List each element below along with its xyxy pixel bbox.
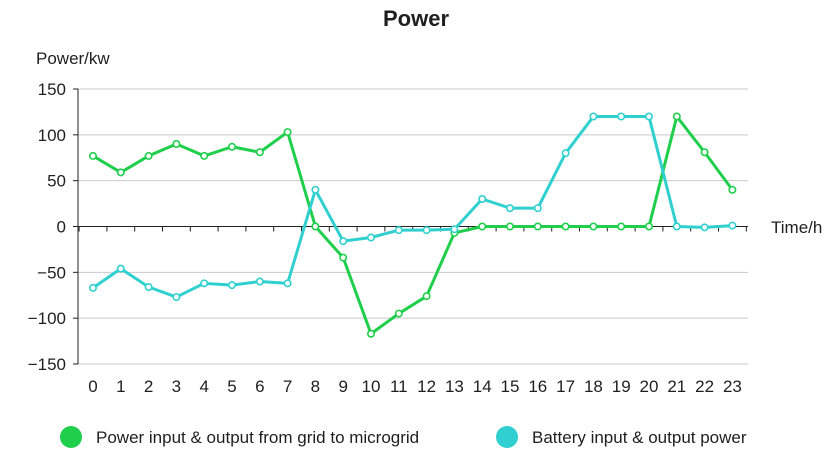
x-tick-label: 14 <box>473 377 492 396</box>
series-1-point <box>200 151 209 160</box>
series-1-point <box>561 222 570 231</box>
series-1-point <box>394 309 403 318</box>
series-2-point <box>561 149 570 158</box>
y-tick-label: 50 <box>47 172 66 191</box>
series-2-point <box>144 282 153 291</box>
legend-label-1: Power input & output from grid to microg… <box>96 428 419 447</box>
series-2-point <box>617 112 626 121</box>
x-tick-label: 3 <box>172 377 181 396</box>
x-tick-label: 4 <box>199 377 208 396</box>
series-1-point <box>617 222 626 231</box>
series-1-point <box>422 292 431 301</box>
series-1-point <box>700 148 709 157</box>
series-line-1 <box>92 115 734 336</box>
y-tick-labels: 150 100 50 0 −50 −100 −150 <box>28 80 66 374</box>
series-1-point <box>311 222 320 231</box>
series-1-point <box>89 151 98 160</box>
series-2-point <box>672 222 681 231</box>
y-axis-label: Power/kw <box>36 49 110 68</box>
series-2-point <box>172 293 181 302</box>
legend-marker-2 <box>496 426 518 448</box>
y-tick-label: 150 <box>38 80 66 99</box>
x-tick-label: 16 <box>528 377 547 396</box>
series-1-point <box>533 222 542 231</box>
x-tick-label: 2 <box>144 377 153 396</box>
series-2-point <box>228 281 237 290</box>
x-tick-label: 5 <box>227 377 236 396</box>
x-tick-label: 22 <box>695 377 714 396</box>
x-tick-label: 8 <box>311 377 320 396</box>
y-tick-label: −50 <box>37 263 66 282</box>
chart-title: Power <box>383 6 449 31</box>
y-tick-label: 100 <box>38 126 66 145</box>
series-2-point <box>644 112 653 121</box>
x-tick-label: 9 <box>338 377 347 396</box>
y-tick-label: −150 <box>28 355 66 374</box>
series-1-point <box>339 253 348 262</box>
x-tick-label: 18 <box>584 377 603 396</box>
y-tick-label: −100 <box>28 309 66 328</box>
x-tick-label: 23 <box>723 377 742 396</box>
series-1-point <box>728 185 737 194</box>
x-tick-label: 12 <box>417 377 436 396</box>
series-2-point <box>311 185 320 194</box>
series-1-point <box>644 222 653 231</box>
gridlines <box>78 88 748 365</box>
series-2-point <box>533 204 542 213</box>
x-tick-label: 1 <box>116 377 125 396</box>
series-2-point <box>394 226 403 235</box>
x-tick-label: 21 <box>667 377 686 396</box>
series-lines <box>89 112 737 338</box>
x-tick-label: 6 <box>255 377 264 396</box>
x-tick-label: 17 <box>556 377 575 396</box>
series-1-point <box>505 222 514 231</box>
series-1-point <box>228 142 237 151</box>
series-1-point <box>366 329 375 338</box>
legend-label-2: Battery input & output power <box>532 428 747 447</box>
series-1-point <box>116 168 125 177</box>
x-tick-label: 0 <box>88 377 97 396</box>
series-2-point <box>478 195 487 204</box>
x-tick-label: 7 <box>283 377 292 396</box>
series-1-point <box>172 140 181 149</box>
series-2-point <box>366 233 375 242</box>
series-2-point <box>589 112 598 121</box>
series-line-2 <box>92 115 733 299</box>
x-tick-labels: 0 1 2 3 4 5 6 7 8 9 10 11 12 13 14 15 16 17 18 19 20 21 22 23 <box>88 377 742 396</box>
series-2-point <box>255 277 264 286</box>
x-tick-label: 13 <box>445 377 464 396</box>
series-2-point <box>700 223 709 232</box>
series-2-point <box>200 279 209 288</box>
series-1-point <box>589 222 598 231</box>
x-tick-label: 11 <box>390 377 408 396</box>
series-2-point <box>728 221 737 230</box>
series-2-point <box>89 283 98 292</box>
legend: Power input & output from grid to microg… <box>60 426 747 448</box>
series-1-point <box>283 128 292 137</box>
x-tick-label: 19 <box>612 377 631 396</box>
legend-marker-1 <box>60 426 82 448</box>
series-2-point <box>283 279 292 288</box>
series-2-point <box>505 204 514 213</box>
series-2-point <box>450 225 459 234</box>
series-1-point <box>144 151 153 160</box>
series-1-point <box>672 112 681 121</box>
series-1-point <box>255 148 264 157</box>
x-tick-label: 20 <box>640 377 659 396</box>
series-2-point <box>422 226 431 235</box>
series-2-point <box>116 264 125 273</box>
series-1-point <box>478 222 487 231</box>
x-tick-label: 10 <box>362 377 381 396</box>
x-tick-label: 15 <box>501 377 520 396</box>
series-2-point <box>339 237 348 246</box>
x-axis-label: Time/h <box>771 218 822 237</box>
y-tick-label: 0 <box>57 218 66 237</box>
